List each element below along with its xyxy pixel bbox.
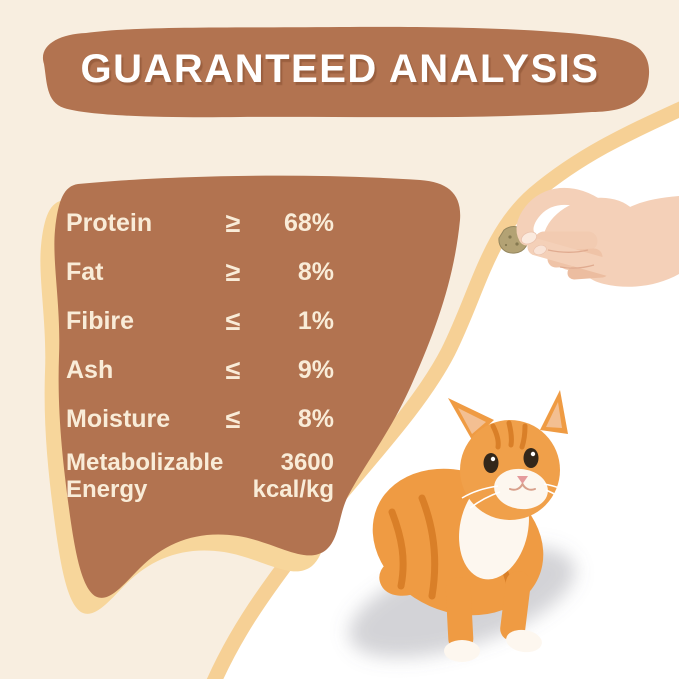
kitten-whisker (461, 485, 499, 499)
analysis-label: Ash (66, 356, 114, 384)
kitten-eye-highlight (530, 451, 536, 457)
kitten-stripe (506, 420, 514, 448)
kitten-muzzle (494, 468, 548, 510)
analysis-label: Fat (66, 258, 104, 286)
treat-speckle (508, 235, 512, 239)
kitten-illustration (348, 390, 576, 662)
analysis-row: Metabolizable Energy 3600 kcal/kg (66, 449, 334, 503)
kitten-eye (523, 448, 539, 468)
page-title: GUARANTEED ANALYSIS (80, 47, 600, 91)
analysis-label: Moisture (66, 405, 171, 433)
hand-holding-treat-illustration (498, 187, 679, 287)
analysis-table: Protein ≥ 68% Fat ≥ 8% Fibire ≤ 1% Ash ≤… (66, 199, 334, 503)
thumb-fingernail (533, 244, 547, 256)
kitten-whisker (545, 489, 571, 507)
kitten-mouth (509, 483, 536, 491)
index-fingernail (520, 231, 538, 245)
yellow-border-band (206, 101, 679, 679)
analysis-operator: ≥ (225, 208, 241, 238)
treat-speckle (515, 242, 519, 246)
kitten-eye (483, 453, 499, 473)
analysis-value: 1% (297, 307, 334, 335)
hand-crease (547, 249, 589, 253)
kitten-leg (445, 576, 474, 651)
analysis-row: Protein ≥ 68% (66, 199, 334, 248)
analysis-row: Moisture ≤ 8% (66, 395, 334, 444)
kitten-stripe (519, 423, 528, 450)
analysis-row: Ash ≤ 9% (66, 346, 334, 395)
analysis-operator: ≥ (225, 257, 241, 287)
hand-index-finger (516, 187, 607, 246)
treat-speckle (504, 243, 508, 247)
analysis-row: Fat ≥ 8% (66, 248, 334, 297)
analysis-operator: ≤ (225, 404, 241, 434)
kitten-paw (444, 640, 480, 662)
kitten-inner-ear (546, 402, 562, 428)
analysis-value: 3600 kcal/kg (252, 449, 334, 503)
analysis-panel-blob (54, 175, 461, 598)
header-banner-blob (42, 26, 650, 118)
kitten-stripe (388, 508, 407, 590)
kitten-paw (506, 629, 542, 653)
kitten-eye-highlight (490, 456, 496, 462)
analysis-label: Metabolizable Energy (66, 449, 224, 503)
kitten-inner-ear (458, 408, 486, 434)
analysis-label: Protein (66, 209, 153, 237)
kitten-whisker (469, 491, 501, 509)
analysis-row: Fibire ≤ 1% (66, 297, 334, 346)
analysis-value: 9% (297, 356, 334, 384)
kitten-nose (517, 476, 528, 484)
kitten-stripe (418, 494, 439, 600)
analysis-value: 8% (297, 258, 334, 286)
kitten-stripe (490, 423, 501, 450)
kitten-leg (500, 571, 531, 641)
hand-crease (559, 264, 595, 269)
analysis-operator: ≤ (225, 306, 241, 336)
analysis-label: Fibire (66, 307, 135, 335)
analysis-value: 68% (283, 209, 334, 237)
analysis-value: 8% (297, 405, 334, 433)
analysis-operator: ≤ (225, 355, 241, 385)
kitten-whisker (543, 483, 575, 497)
